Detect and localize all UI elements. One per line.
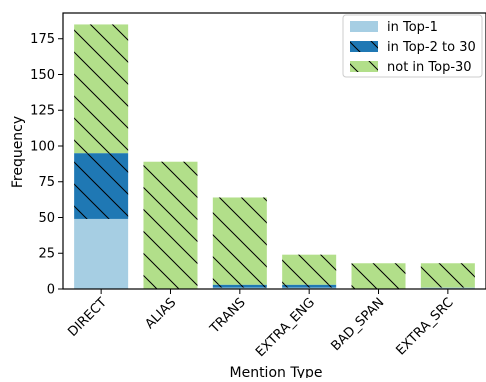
legend-swatch-hatch-3 xyxy=(350,61,378,72)
bar-extra_src-series-1 xyxy=(420,287,475,289)
bar-trans-series-1 xyxy=(212,287,267,289)
x-tick-label: EXTRA_SRC xyxy=(393,295,456,358)
legend-swatch-1 xyxy=(350,21,378,32)
bar-extra_eng-series-1 xyxy=(282,287,337,289)
x-tick-label: BAD_SPAN xyxy=(329,295,388,354)
x-tick-label: DIRECT xyxy=(65,295,110,340)
y-tick-label: 175 xyxy=(30,32,55,47)
bar-hatch-bad_span-series-3 xyxy=(351,263,406,289)
bar-hatch-trans-series-2 xyxy=(212,284,267,288)
y-tick-label: 25 xyxy=(38,247,55,262)
bar-hatch-trans-series-3 xyxy=(212,197,267,285)
bar-hatch-extra_eng-series-3 xyxy=(282,254,337,285)
legend-swatch-hatch-2 xyxy=(350,41,378,52)
bars-group xyxy=(74,24,475,289)
y-tick-label: 75 xyxy=(38,175,55,190)
x-tick-label: TRANS xyxy=(207,295,249,337)
legend-label-1: in Top-1 xyxy=(387,20,438,35)
x-tick-label: EXTRA_ENG xyxy=(253,295,318,360)
y-tick-label: 100 xyxy=(30,139,55,154)
legend-label-3: not in Top-30 xyxy=(387,60,472,75)
bar-hatch-extra_eng-series-2 xyxy=(282,284,337,288)
bar-hatch-direct-series-2 xyxy=(74,153,129,219)
y-tick-label: 50 xyxy=(38,211,55,226)
bar-direct-series-1 xyxy=(74,218,129,289)
legend: in Top-1 in Top-2 to 30 not in Top-30 xyxy=(342,14,483,78)
y-axis-label: Frequency xyxy=(10,116,26,188)
x-axis-label: Mention Type xyxy=(230,365,323,378)
bar-hatch-alias-series-3 xyxy=(143,161,198,289)
y-tick-label: 0 xyxy=(47,283,55,298)
plot-frame xyxy=(62,12,486,290)
bar-hatch-extra_src-series-3 xyxy=(420,263,475,288)
y-tick-label: 150 xyxy=(30,68,55,83)
bar-hatch-direct-series-3 xyxy=(74,24,129,154)
y-tick-label: 125 xyxy=(30,104,55,119)
legend-label-2: in Top-2 to 30 xyxy=(387,40,476,55)
x-tick-label: ALIAS xyxy=(142,295,179,332)
